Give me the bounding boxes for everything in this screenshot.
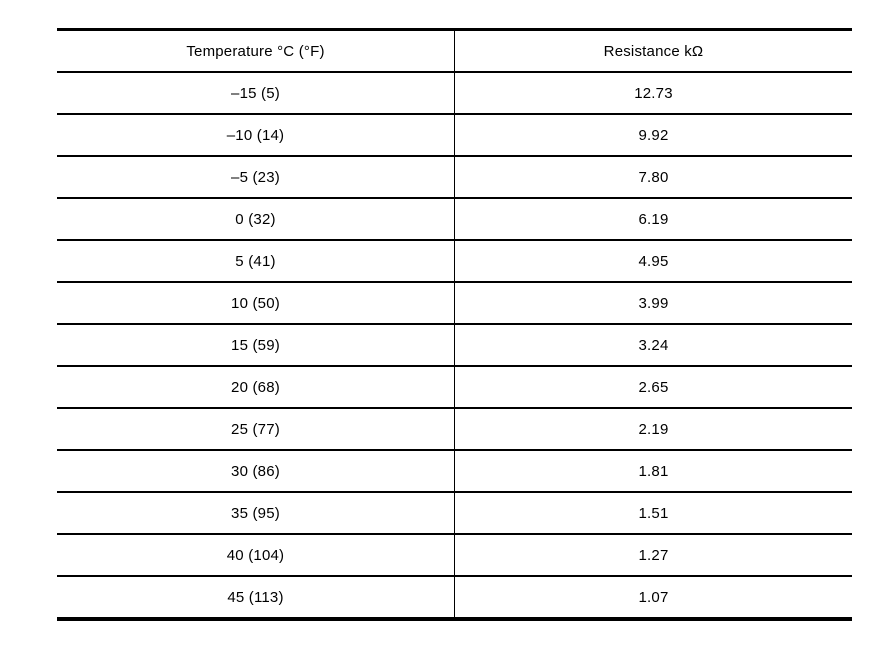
temperature-cell: 40 (104) [57, 534, 455, 577]
table-row: –15 (5) 12.73 [57, 72, 852, 115]
table-row: 20 (68) 2.65 [57, 366, 852, 409]
table-row: 10 (50) 3.99 [57, 282, 852, 325]
table-row: 5 (41) 4.95 [57, 240, 852, 283]
temperature-cell: 5 (41) [57, 240, 455, 283]
resistance-cell: 3.99 [454, 282, 852, 325]
resistance-cell: 7.80 [454, 156, 852, 199]
table-row: –10 (14) 9.92 [57, 114, 852, 157]
resistance-cell: 1.81 [454, 450, 852, 493]
temperature-cell: 15 (59) [57, 324, 455, 367]
temperature-cell: 25 (77) [57, 408, 455, 451]
resistance-cell: 2.19 [454, 408, 852, 451]
temperature-cell: 0 (32) [57, 198, 455, 241]
temperature-header: Temperature °C (°F) [57, 29, 455, 73]
resistance-cell: 9.92 [454, 114, 852, 157]
resistance-cell: 12.73 [454, 72, 852, 115]
resistance-cell: 3.24 [454, 324, 852, 367]
resistance-cell: 1.27 [454, 534, 852, 577]
temperature-resistance-table: Temperature °C (°F) Resistance kΩ –15 (5… [57, 28, 852, 621]
table-row: 15 (59) 3.24 [57, 324, 852, 367]
table-row: 40 (104) 1.27 [57, 534, 852, 577]
temperature-cell: –5 (23) [57, 156, 455, 199]
resistance-cell: 1.51 [454, 492, 852, 535]
table-row: 25 (77) 2.19 [57, 408, 852, 451]
table-row: 45 (113) 1.07 [57, 576, 852, 619]
temperature-cell: –15 (5) [57, 72, 455, 115]
resistance-cell: 1.07 [638, 588, 669, 606]
table-row: 35 (95) 1.51 [57, 492, 852, 535]
temperature-cell: 10 (50) [57, 282, 455, 325]
resistance-header: Resistance kΩ [454, 29, 852, 73]
resistance-cell: 2.65 [454, 366, 852, 409]
temperature-cell: –10 (14) [57, 114, 455, 157]
temperature-cell: 30 (86) [57, 450, 455, 493]
table-row: –5 (23) 7.80 [57, 156, 852, 199]
temperature-cell: 35 (95) [57, 492, 455, 535]
header-row: Temperature °C (°F) Resistance kΩ [57, 29, 852, 73]
table-row: 0 (32) 6.19 [57, 198, 852, 241]
temperature-cell: 20 (68) [57, 366, 455, 409]
resistance-cell: 4.95 [454, 240, 852, 283]
table-body: –15 (5) 12.73 –10 (14) 9.92 –5 (23) 7.80… [57, 72, 852, 619]
resistance-cell: 6.19 [454, 198, 852, 241]
temperature-resistance-table-container: Temperature °C (°F) Resistance kΩ –15 (5… [57, 28, 852, 621]
table-header: Temperature °C (°F) Resistance kΩ [57, 29, 852, 73]
table-row: 30 (86) 1.81 [57, 450, 852, 493]
temperature-cell: 45 (113) [57, 576, 455, 619]
